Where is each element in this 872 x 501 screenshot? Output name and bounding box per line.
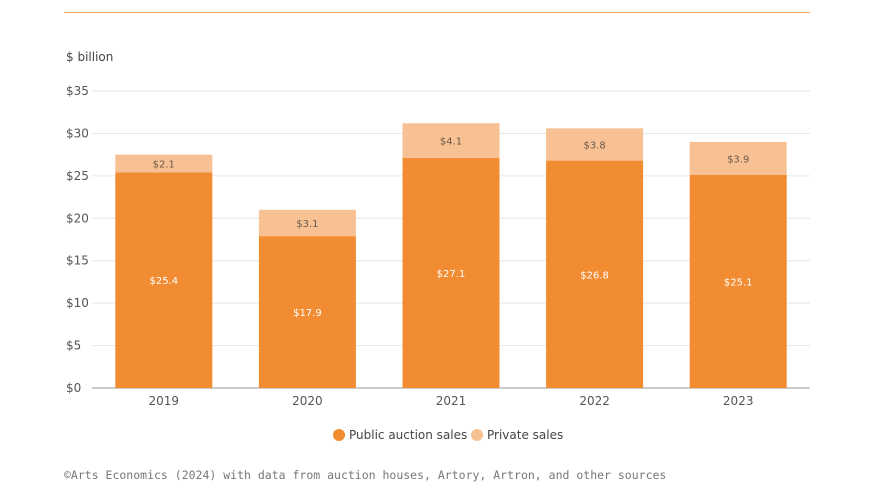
x-tick-label: 2022: [579, 394, 610, 408]
y-tick-label: $15: [66, 254, 89, 268]
x-tick-label: 2023: [723, 394, 754, 408]
x-tick-label: 2019: [149, 394, 180, 408]
y-tick-label: $5: [66, 339, 81, 353]
x-tick-label: 2021: [436, 394, 467, 408]
data-label: $27.1: [437, 269, 466, 280]
bar-private-sales-2021: [402, 123, 500, 159]
bar-private-sales-2019: [115, 154, 213, 173]
top-rule: [64, 12, 810, 13]
bar-private-sales-2023: [689, 141, 787, 176]
data-label: $3.9: [727, 154, 749, 165]
legend-label: Public auction sales: [349, 428, 467, 442]
data-label: $3.8: [583, 140, 605, 151]
y-tick-label: $20: [66, 211, 89, 225]
y-tick-label: $0: [66, 381, 81, 395]
bar-public-auction-2022: [546, 160, 644, 388]
bar-private-sales-2020: [258, 209, 356, 237]
data-label: $3.1: [296, 219, 318, 230]
data-label: $17.9: [293, 308, 322, 319]
source-note: ©Arts Economics (2024) with data from au…: [64, 468, 667, 482]
data-label: $25.4: [149, 276, 178, 287]
legend-swatch: [471, 429, 483, 441]
bar-public-auction-2020: [258, 236, 356, 388]
y-tick-label: $25: [66, 169, 89, 183]
bar-public-auction-2021: [402, 158, 500, 388]
y-axis-unit-label: $ billion: [66, 50, 113, 64]
legend-label: Private sales: [487, 428, 563, 442]
data-label: $25.1: [724, 278, 753, 289]
bar-public-auction-2019: [115, 172, 213, 388]
data-label: $2.1: [153, 160, 175, 171]
bar-public-auction-2023: [689, 175, 787, 388]
data-label: $26.8: [580, 270, 609, 281]
bar-private-sales-2022: [546, 128, 644, 161]
y-tick-label: $10: [66, 296, 89, 310]
y-tick-label: $35: [66, 84, 89, 98]
data-label: $4.1: [440, 137, 462, 148]
x-tick-label: 2020: [292, 394, 323, 408]
legend-swatch: [333, 429, 345, 441]
y-tick-label: $30: [66, 126, 89, 140]
